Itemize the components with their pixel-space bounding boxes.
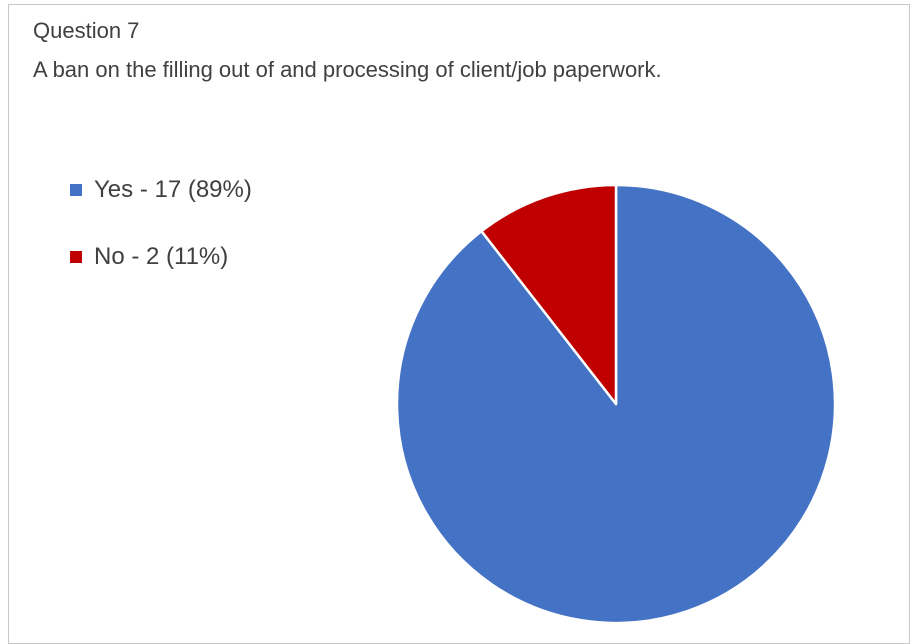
legend-swatch-no — [70, 251, 82, 263]
chart-subtitle: A ban on the filling out of and processi… — [33, 57, 662, 82]
legend-item-no: No - 2 (11%) — [70, 239, 252, 275]
pie-slices — [395, 183, 837, 625]
pie-slice-no — [480, 183, 618, 406]
legend-label-no: No - 2 (11%) — [94, 243, 229, 270]
chart-legend: Yes - 17 (89%) No - 2 (11%) — [70, 172, 252, 306]
legend-item-yes: Yes - 17 (89%) — [70, 172, 252, 208]
legend-label-yes: Yes - 17 (89%) — [94, 176, 252, 203]
legend-swatch-yes — [70, 184, 82, 196]
chart-title: Question 7 — [33, 18, 140, 43]
